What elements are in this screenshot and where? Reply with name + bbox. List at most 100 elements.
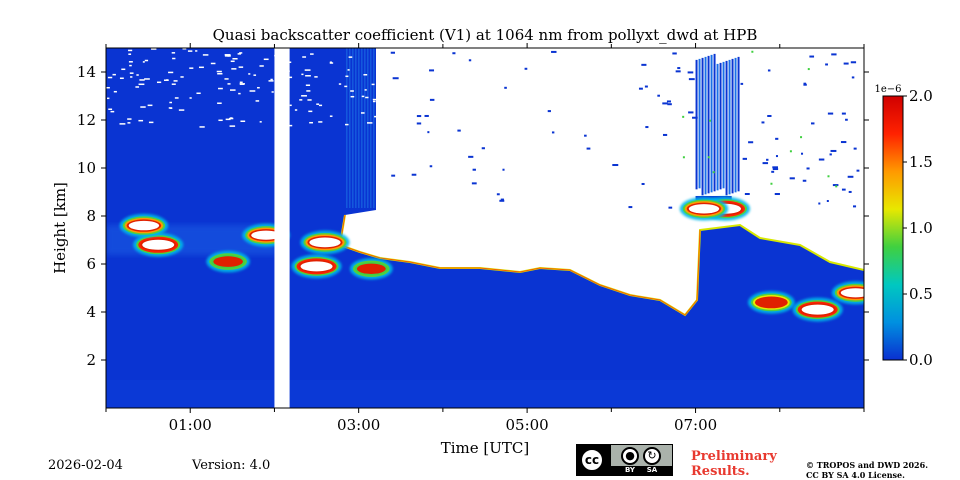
speck <box>772 166 778 169</box>
speck <box>138 83 145 86</box>
speck <box>156 81 162 84</box>
speck <box>128 61 133 63</box>
speck <box>845 118 848 121</box>
speck <box>471 182 477 185</box>
streak <box>355 48 357 208</box>
copyright-notice: © TROPOS and DWD 2026. CC BY SA 4.0 Lice… <box>806 460 928 480</box>
speck <box>129 64 132 67</box>
footer-date: 2026-02-04 <box>48 458 123 473</box>
speck <box>806 167 810 170</box>
speck <box>767 69 771 72</box>
streak <box>713 53 716 192</box>
speck <box>140 106 146 108</box>
speck <box>318 121 323 123</box>
speck <box>136 74 139 76</box>
speck <box>361 95 365 98</box>
speck <box>178 109 185 111</box>
speck <box>708 119 711 122</box>
speck <box>675 70 681 73</box>
speck <box>307 99 312 101</box>
speck <box>856 169 860 172</box>
speck <box>682 156 685 159</box>
speck <box>496 193 500 196</box>
streak <box>737 56 740 192</box>
x-axis-ticks: 01:00 03:00 05:00 07:00 <box>105 43 865 434</box>
speck <box>168 107 172 109</box>
speck <box>144 78 150 80</box>
speck <box>230 60 235 63</box>
speck <box>218 87 223 90</box>
speck <box>775 155 778 158</box>
speck <box>127 118 132 120</box>
speck <box>500 198 504 201</box>
speck <box>345 123 349 126</box>
speck <box>259 121 262 123</box>
copyright-line2: CC BY SA 4.0 License. <box>806 470 905 480</box>
speck <box>638 87 643 90</box>
colorbar-scale-label: 1e−6 <box>874 84 901 95</box>
speck <box>350 90 354 92</box>
speck <box>457 129 461 132</box>
streak <box>722 61 725 189</box>
speck <box>524 67 528 70</box>
speck <box>825 63 828 66</box>
by-label: BY <box>624 466 636 474</box>
speck <box>238 92 241 95</box>
speck <box>127 122 131 124</box>
sa-label: SA <box>646 466 658 474</box>
y-axis-label: Height [km] <box>51 182 69 274</box>
streak <box>373 48 375 208</box>
speck <box>481 147 485 150</box>
speck <box>830 149 837 152</box>
speck <box>429 165 433 168</box>
speck <box>301 95 307 97</box>
speck <box>427 131 430 134</box>
speck <box>308 110 313 113</box>
speck <box>329 62 334 64</box>
speck <box>329 61 332 63</box>
feature-blob <box>291 254 342 279</box>
speck <box>831 53 837 56</box>
speck <box>108 108 113 111</box>
speck <box>171 83 176 85</box>
speck <box>112 73 116 76</box>
speck <box>119 77 124 80</box>
speck <box>348 56 353 58</box>
speck <box>668 206 673 209</box>
speck <box>416 115 422 118</box>
speck <box>499 199 505 202</box>
streak <box>352 48 354 208</box>
speck <box>584 134 587 137</box>
feature-blob <box>133 232 184 257</box>
chart-title: Quasi backscatter coefficient (V1) at 10… <box>212 26 758 44</box>
speck <box>452 52 456 55</box>
speck <box>744 193 750 196</box>
y-tick-label: 4 <box>86 303 96 321</box>
speck <box>789 177 795 180</box>
speck <box>662 133 668 136</box>
speck <box>249 90 256 92</box>
speck <box>751 50 754 53</box>
cc-icon: cc <box>580 448 604 472</box>
speck <box>255 100 260 102</box>
speck <box>468 155 474 158</box>
speck <box>803 82 807 85</box>
speck <box>847 175 854 178</box>
speck <box>128 49 133 52</box>
speck <box>344 85 348 88</box>
speck <box>248 73 251 75</box>
speck <box>259 65 264 67</box>
speck <box>688 78 695 81</box>
streak <box>349 48 351 208</box>
speck <box>390 51 395 54</box>
speck <box>210 62 216 65</box>
speck <box>551 50 557 53</box>
speck <box>429 69 435 72</box>
speck <box>360 112 365 114</box>
speck <box>168 71 174 74</box>
speck <box>268 80 274 82</box>
speck <box>551 131 555 134</box>
speck <box>217 72 223 75</box>
speck <box>364 89 367 91</box>
